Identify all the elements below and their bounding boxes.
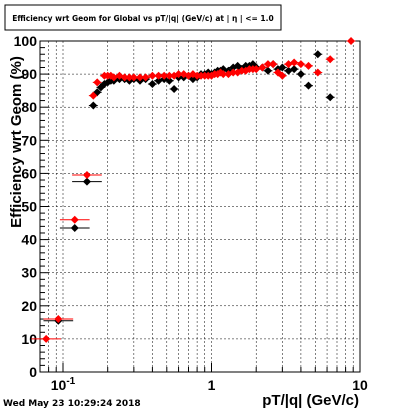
data-point	[219, 70, 228, 79]
timestamp: Wed May 23 10:29:24 2018	[3, 399, 141, 409]
data-point	[263, 66, 272, 75]
data-point	[313, 50, 322, 59]
x-tick-label: 10	[352, 377, 368, 393]
data-point	[326, 55, 335, 64]
y-tick-label: 40	[21, 232, 37, 248]
y-tick-label: 90	[21, 66, 37, 82]
data-point	[313, 68, 322, 77]
data-point	[229, 68, 238, 77]
data-point	[129, 73, 138, 82]
data-point	[165, 76, 174, 85]
grid	[39, 41, 361, 372]
data-point	[148, 71, 157, 80]
data-point	[258, 63, 267, 72]
data-point	[120, 73, 129, 82]
y-tick-label: 30	[21, 265, 37, 281]
y-tick-label: 70	[21, 132, 37, 148]
data-point	[82, 177, 91, 186]
data-point	[296, 70, 305, 79]
markers	[42, 37, 356, 343]
chart-title: Efficiency wrt Geom for Global vs pT/|q|…	[12, 14, 273, 24]
y-tick-label: 100	[14, 33, 38, 49]
x-axis-label: pT/|q| (GeV/c)	[262, 392, 359, 409]
data-point	[290, 65, 299, 74]
data-point	[89, 91, 98, 100]
data-point	[70, 224, 79, 233]
data-point	[141, 73, 150, 82]
data-point	[347, 37, 356, 45]
y-tick-label: 60	[21, 165, 37, 181]
data-point	[278, 71, 287, 80]
y-tick-label: 10	[21, 331, 37, 347]
data-point	[136, 73, 145, 82]
y-axis-label: Efficiency wrt Geom (%)	[8, 56, 25, 228]
data-point	[160, 71, 169, 80]
data-point	[252, 65, 261, 74]
data-point	[170, 84, 179, 93]
x-tick-label: 1	[208, 377, 216, 393]
data-point	[148, 80, 157, 89]
data-point	[93, 78, 102, 87]
axes: 0 10 20 30 40 50 60 70 80 90 100 10-1 1 10	[14, 33, 368, 393]
y-tick-label: 80	[21, 99, 37, 115]
data-point	[125, 73, 134, 82]
data-point	[248, 60, 257, 69]
data-point	[54, 315, 63, 324]
title-box: Efficiency wrt Geom for Global vs pT/|q|…	[4, 4, 282, 31]
data-point	[174, 70, 183, 79]
data-point	[304, 61, 313, 70]
data-point	[326, 93, 335, 102]
data-point	[82, 171, 91, 180]
y-tick-label: 0	[29, 364, 37, 380]
x-tick-label: 10-1	[51, 376, 76, 393]
data-point	[165, 71, 174, 80]
data-point	[154, 71, 163, 80]
data-point	[263, 60, 272, 69]
data-point	[278, 63, 287, 72]
data-point	[89, 101, 98, 110]
y-tick-label: 20	[21, 298, 37, 314]
data-point	[269, 60, 278, 69]
data-point	[70, 215, 79, 224]
data-point	[290, 58, 299, 67]
y-tick-label: 50	[21, 199, 37, 215]
data-point	[296, 60, 305, 69]
data-point	[304, 81, 313, 90]
data-point	[42, 334, 51, 343]
